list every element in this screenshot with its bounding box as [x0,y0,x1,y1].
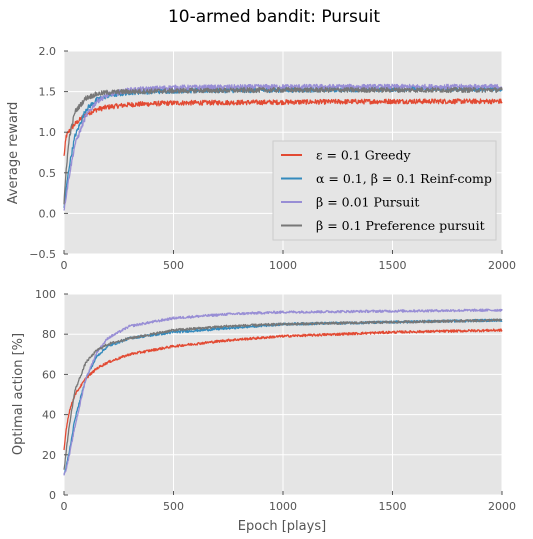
x-tick-label: 0 [61,259,68,272]
x-tick-label: 1500 [379,259,407,272]
y-tick-label: 60 [42,368,56,381]
optimal-ylabel: Optimal action [%] [11,333,26,455]
x-tick-label: 1000 [269,259,297,272]
optimal-grid [63,293,503,496]
legend-label: β = 0.1 Preference pursuit [316,218,485,233]
legend-label: β = 0.01 Pursuit [316,195,419,210]
series-line [63,328,503,451]
y-tick-label: 0.0 [39,207,57,220]
x-tick-label: 1500 [379,500,407,513]
y-tick-label: 2.0 [39,45,57,58]
reward-ylabel: Average reward [6,102,21,205]
y-tick-label: 100 [35,288,56,301]
legend-label: α = 0.1, β = 0.1 Reinf-comp [316,171,492,186]
legend: ε = 0.1 Greedy α = 0.1, β = 0.1 Reinf-com… [272,140,497,241]
x-tick-label: 500 [163,500,184,513]
optimal-plot: 0 500 1000 1500 2000 0 20 40 60 80 100 Optimal act… [11,288,516,534]
y-tick-label: 1.0 [39,126,57,139]
series-line [63,308,503,476]
series-line [63,86,503,205]
y-tick-label: 0 [49,489,56,502]
y-tick-label: 40 [42,409,56,422]
x-tick-label: 1000 [269,500,297,513]
x-tick-label: 500 [163,259,184,272]
series-line [63,98,503,156]
x-tick-label: 0 [61,500,68,513]
series-line [63,318,503,470]
reward-ticks: 0 500 1000 1500 2000 −0.5 0.0 0.5 1.0 1.5 2.0 [29,45,516,272]
x-tick-label: 2000 [488,259,516,272]
figure-title: 10-armed bandit: Pursuit [168,7,380,27]
reward-series-group [63,83,503,211]
legend-label: ε = 0.1 Greedy [316,148,412,163]
legend-box [272,140,497,241]
reward-plot: 0 500 1000 1500 2000 −0.5 0.0 0.5 1.0 1.5 2.0 Aver… [6,45,516,272]
y-tick-label: −0.5 [29,248,56,261]
y-tick-label: 80 [42,328,56,341]
y-tick-label: 20 [42,449,56,462]
x-tick-label: 2000 [488,500,516,513]
y-tick-label: 1.5 [39,86,57,99]
optimal-series-group [63,308,503,476]
optimal-xlabel: Epoch [plays] [238,519,326,534]
y-tick-label: 0.5 [39,167,57,180]
optimal-ticks: 0 500 1000 1500 2000 0 20 40 60 80 100 [35,288,516,513]
